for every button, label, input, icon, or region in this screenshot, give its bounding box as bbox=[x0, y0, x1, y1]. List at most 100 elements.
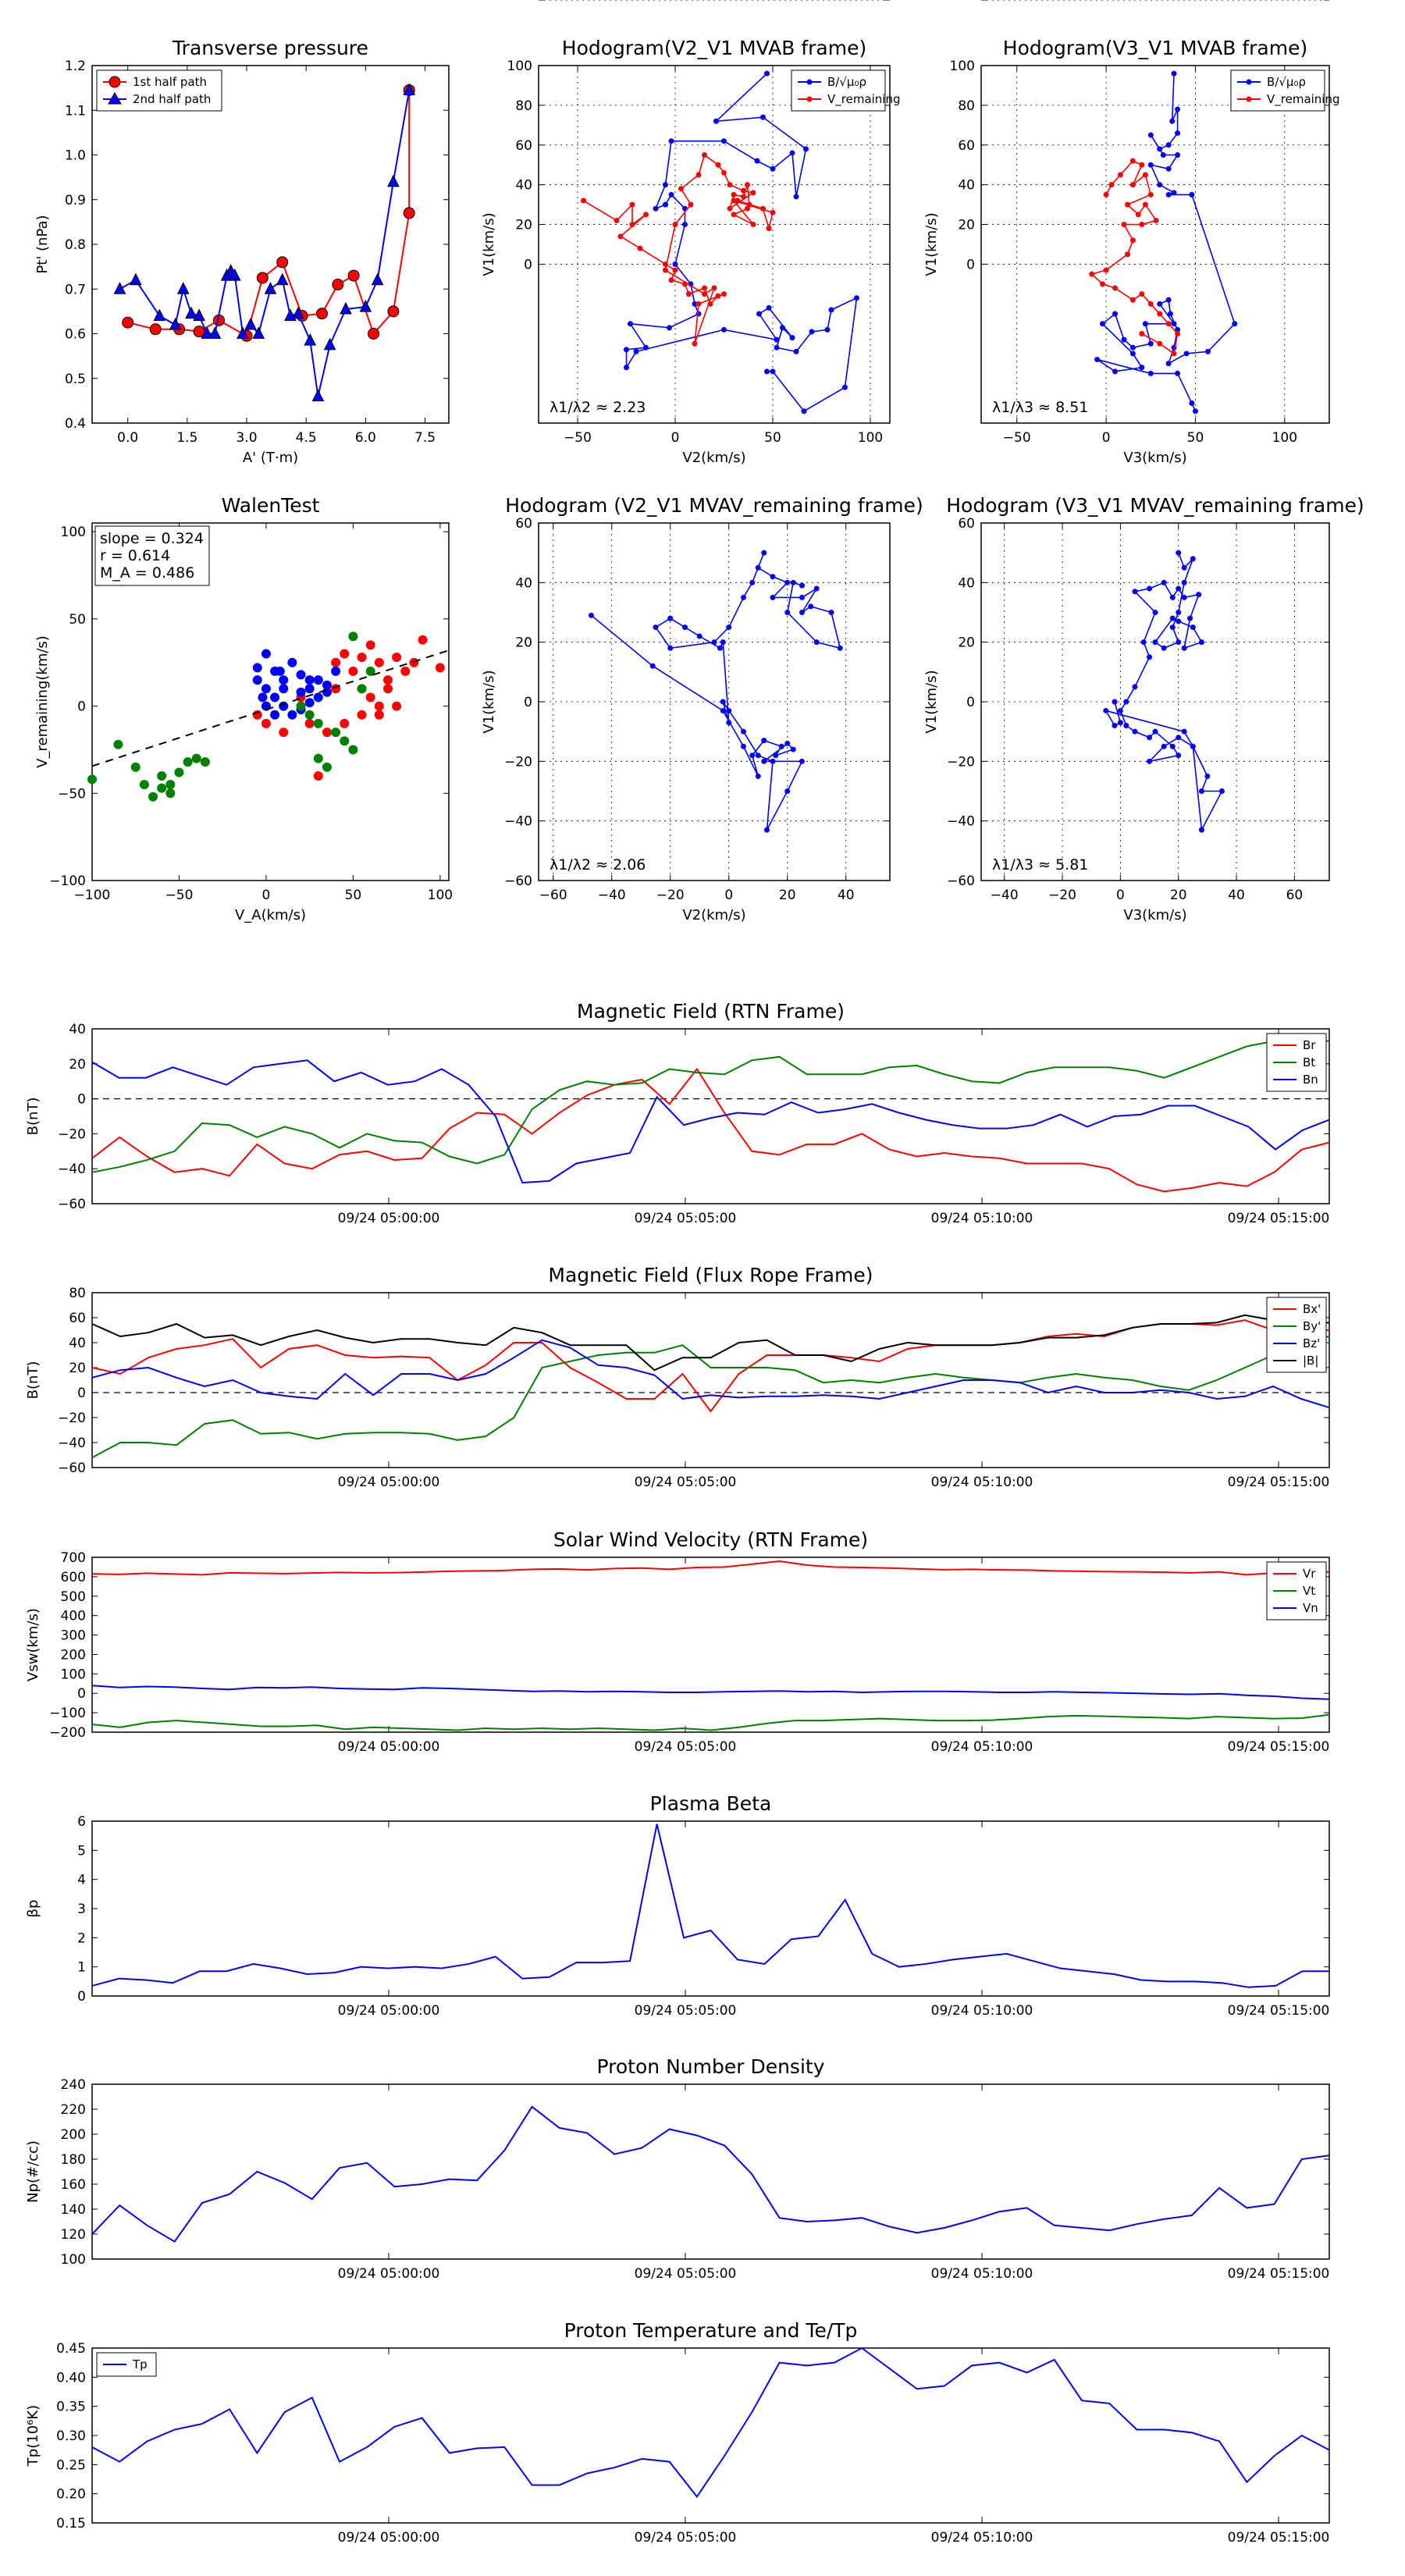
data-point bbox=[761, 550, 767, 556]
chart-h3: Hodogram (V2_V1 MVAV_remaining frame) −60… bbox=[481, 494, 923, 923]
series-line-Bz' bbox=[91, 1339, 1330, 1409]
data-point bbox=[1147, 162, 1154, 168]
data-point bbox=[1139, 162, 1145, 168]
y-tick-label: 4 bbox=[77, 1873, 86, 1888]
x-tick-label: 6.0 bbox=[355, 430, 376, 446]
data-point bbox=[741, 594, 746, 600]
data-point bbox=[731, 212, 737, 218]
data-point bbox=[400, 666, 411, 676]
data-point bbox=[1103, 707, 1109, 713]
y-tick-label: 40 bbox=[515, 178, 532, 194]
x-axis-label: V3(km/s) bbox=[1123, 450, 1186, 466]
data-point bbox=[392, 701, 402, 711]
y-tick-label: 200 bbox=[61, 1647, 86, 1663]
legend-marker bbox=[108, 91, 122, 105]
y-tick-label: 0.6 bbox=[65, 327, 86, 343]
data-point bbox=[667, 645, 674, 651]
data-point bbox=[387, 305, 400, 318]
x-tick-label: −100 bbox=[74, 888, 111, 903]
y-tick-label: −40 bbox=[58, 1436, 86, 1451]
data-point bbox=[1171, 70, 1177, 76]
x-tick-label: 09/24 05:05:00 bbox=[635, 2266, 737, 2282]
x-axis-label: A' (T·m) bbox=[243, 450, 298, 466]
y-tick-label: 400 bbox=[61, 1609, 86, 1624]
data-point bbox=[1123, 699, 1129, 705]
data-point bbox=[296, 687, 306, 697]
chart-title: Hodogram (V3_V1 MVAV_remaining frame) bbox=[946, 494, 1364, 517]
y-tick-label: 0 bbox=[77, 1686, 86, 1702]
chart-h4: Hodogram (V3_V1 MVAV_remaining frame) −60… bbox=[923, 494, 1364, 923]
data-point bbox=[784, 788, 791, 794]
y-tick-label: 20 bbox=[69, 1361, 86, 1376]
data-point bbox=[1161, 743, 1167, 749]
data-point bbox=[628, 321, 633, 327]
x-tick-label: 3.0 bbox=[237, 430, 258, 446]
data-point bbox=[672, 267, 678, 273]
data-point bbox=[279, 701, 289, 711]
x-tick-label: 09/24 05:10:00 bbox=[931, 1739, 1033, 1755]
data-point bbox=[176, 282, 190, 294]
y-tick-label: 100 bbox=[61, 1667, 86, 1682]
stats-line: M_A = 0.486 bbox=[100, 564, 194, 582]
data-point bbox=[770, 758, 776, 764]
data-point bbox=[629, 201, 635, 208]
y-tick-label: 20 bbox=[958, 218, 975, 233]
y-tick-label: −20 bbox=[504, 754, 532, 770]
data-point bbox=[774, 344, 780, 350]
chart-title: Solar Wind Velocity (RTN Frame) bbox=[553, 1528, 868, 1551]
data-point bbox=[193, 326, 205, 338]
data-point bbox=[643, 212, 649, 218]
data-point bbox=[1139, 365, 1145, 371]
x-tick-label: 09/24 05:10:00 bbox=[931, 2003, 1033, 2019]
y-tick-label: 60 bbox=[69, 1311, 86, 1326]
y-tick-label: 100 bbox=[61, 2252, 86, 2268]
data-point bbox=[720, 699, 726, 705]
data-point bbox=[1181, 728, 1187, 735]
data-point bbox=[165, 788, 176, 799]
data-point bbox=[1176, 735, 1182, 741]
data-point bbox=[258, 692, 268, 703]
y-tick-label: −20 bbox=[58, 1411, 86, 1426]
data-point bbox=[713, 118, 719, 124]
x-tick-label: 09/24 05:15:00 bbox=[1228, 2266, 1330, 2282]
data-point bbox=[715, 293, 721, 299]
x-tick-label: 09/24 05:05:00 bbox=[635, 2003, 737, 2019]
eigenvalue-ratio: λ1/λ2 ≈ 2.23 bbox=[550, 399, 646, 416]
x-tick-label: 0 bbox=[1102, 430, 1111, 446]
data-point bbox=[275, 666, 285, 676]
legend-label: Vr bbox=[1303, 1567, 1316, 1581]
data-point bbox=[287, 657, 297, 667]
data-point bbox=[1171, 350, 1177, 357]
y-tick-label: 300 bbox=[61, 1628, 86, 1644]
data-point bbox=[624, 347, 629, 353]
data-point bbox=[1167, 311, 1173, 317]
chart-title: Hodogram (V2_V1 MVAV_remaining frame) bbox=[505, 494, 923, 517]
data-point bbox=[663, 201, 668, 208]
series-line-Bt bbox=[91, 1040, 1329, 1173]
data-point bbox=[409, 657, 419, 667]
legend-label: Bn bbox=[1303, 1073, 1318, 1087]
y-axis-label: Tp(10⁶K) bbox=[25, 2405, 41, 2467]
chart-title: Magnetic Field (Flux Rope Frame) bbox=[548, 1264, 873, 1286]
data-point bbox=[813, 585, 820, 592]
y-axis-label: Vsw(km/s) bbox=[25, 1608, 41, 1681]
x-axis-label: V2(km/s) bbox=[682, 907, 745, 923]
x-tick-label: 60 bbox=[1286, 888, 1304, 903]
stats-line: r = 0.614 bbox=[100, 547, 170, 564]
data-point bbox=[331, 657, 341, 667]
y-tick-label: −40 bbox=[947, 814, 975, 830]
data-point bbox=[702, 291, 707, 297]
x-tick-label: 0 bbox=[724, 888, 733, 903]
x-tick-label: 40 bbox=[1228, 888, 1245, 903]
data-point bbox=[1135, 212, 1141, 218]
data-point bbox=[1129, 344, 1136, 350]
data-point bbox=[649, 663, 656, 669]
data-point bbox=[1176, 585, 1182, 592]
data-point bbox=[304, 675, 315, 685]
data-point bbox=[1152, 728, 1158, 735]
data-point bbox=[745, 205, 750, 212]
data-point bbox=[392, 653, 402, 663]
data-point bbox=[726, 707, 732, 713]
y-tick-label: −60 bbox=[58, 1197, 86, 1212]
data-point bbox=[1171, 321, 1177, 327]
